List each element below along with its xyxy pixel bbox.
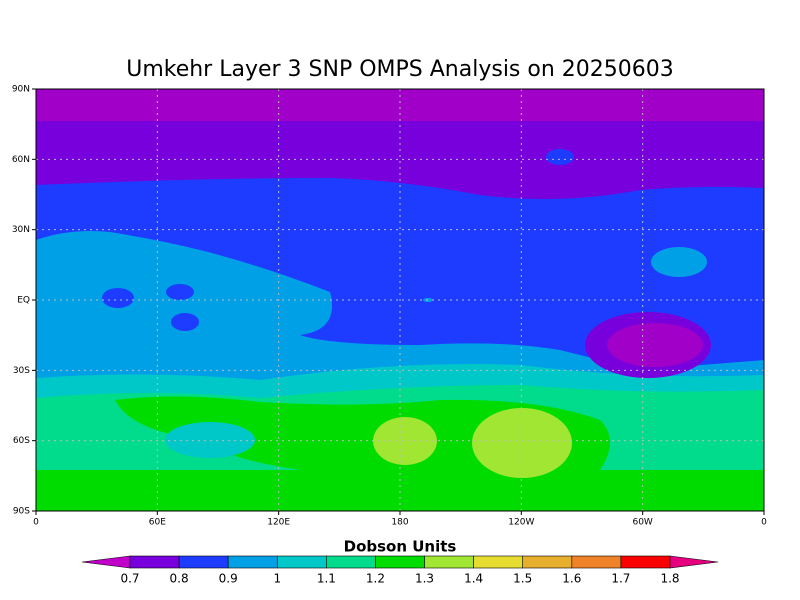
colorbar: 0.7 0.8 0.9 1 1.1 1.2 1.3 1.4 1.5 1.6 1.7 1.8 [81, 555, 719, 586]
y-tick-label: 90N [12, 85, 30, 95]
band [36, 89, 764, 121]
x-tick-label: 60E [149, 518, 166, 528]
colorbar-box [227, 555, 278, 569]
y-tick-label: 90S [13, 507, 30, 517]
y-tick-label: 60N [12, 155, 30, 165]
colorbar-tick-label: 1.3 [415, 572, 434, 586]
x-tick-label: 120E [267, 518, 290, 528]
colorbar-title: Dobson Units [344, 538, 457, 556]
colorbar-tick-label: 1 [273, 572, 281, 586]
colorbar-box [571, 555, 622, 569]
graticule [36, 89, 764, 511]
colorbar-tick-label: 1.1 [317, 572, 336, 586]
colorbar-box [522, 555, 573, 569]
blob [171, 313, 199, 331]
axis-labels: 0 60E 120E 180 120W 60W 0 90N 60N 30N EQ 30S 60S 90S [12, 85, 767, 528]
y-tick-label: EQ [17, 296, 30, 306]
colorbar-end [81, 555, 131, 569]
blob [373, 417, 437, 465]
blob [472, 408, 572, 478]
blob [102, 288, 134, 308]
blob [166, 284, 194, 300]
x-tick-label: 0 [761, 518, 767, 528]
colorbar-tick-label: 1.6 [562, 572, 581, 586]
colorbar-tick-label: 0.8 [170, 572, 189, 586]
y-tick-label: 60S [13, 436, 30, 446]
x-tick-label: 180 [391, 518, 408, 528]
x-tick-label: 0 [33, 518, 39, 528]
colorbar-box [129, 555, 180, 569]
colorbar-box [375, 555, 425, 569]
colorbar-tick-label: 1.7 [611, 572, 630, 586]
blob [607, 323, 703, 367]
y-tick-label: 30S [13, 366, 30, 376]
x-tick-label: 60W [632, 518, 652, 528]
colorbar-tick-label: 0.7 [120, 572, 139, 586]
blob [546, 149, 574, 165]
colorbar-tick-label: 1.2 [366, 572, 385, 586]
blob [651, 247, 707, 277]
colorbar-tick-label: 1.8 [660, 572, 679, 586]
colorbar-tick-label: 1.4 [464, 572, 483, 586]
colorbar-box [473, 555, 524, 569]
x-tick-label: 120W [508, 518, 534, 528]
title: Umkehr Layer 3 SNP OMPS Analysis on 2025… [126, 57, 674, 82]
colorbar-box [424, 555, 474, 569]
colorbar-box [276, 555, 327, 569]
colorbar-tick-label: 0.9 [219, 572, 238, 586]
band [36, 121, 764, 199]
colorbar-box [326, 555, 376, 569]
colorbar-end [669, 555, 719, 569]
colorbar-box [620, 555, 671, 569]
blob [165, 422, 255, 458]
y-tick-label: 30N [12, 225, 30, 235]
colorbar-tick-label: 1.5 [513, 572, 532, 586]
colorbar-box [178, 555, 229, 569]
